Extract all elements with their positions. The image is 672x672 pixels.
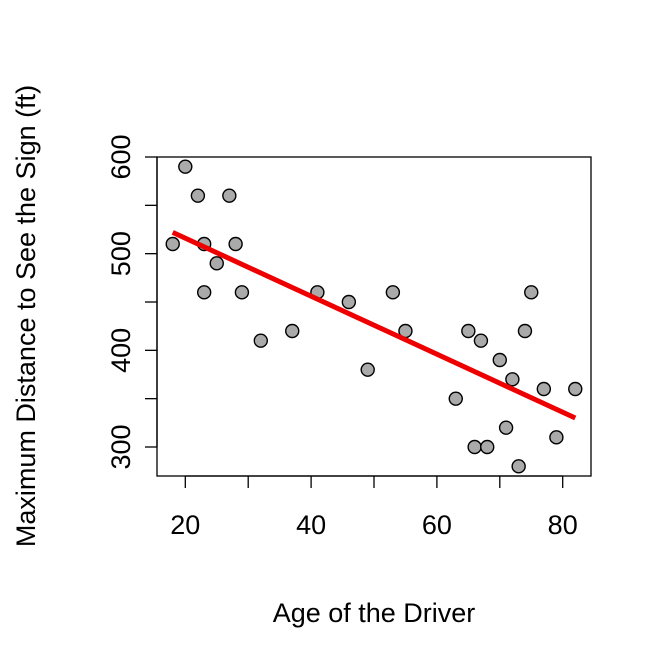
data-point [285, 323, 300, 339]
data-point [448, 391, 463, 406]
data-point [517, 323, 533, 339]
data-point [492, 352, 507, 368]
data-point [360, 362, 375, 377]
data-point [341, 294, 357, 310]
x-tick-label: 40 [296, 510, 326, 540]
x-tick-label: 60 [422, 510, 452, 540]
data-point [222, 188, 237, 203]
data-point [467, 439, 482, 455]
data-point [165, 236, 180, 252]
y-tick-label: 600 [106, 134, 136, 179]
data-point [511, 459, 526, 474]
data-point [178, 159, 193, 174]
data-point [196, 285, 212, 300]
x-axis-label: Age of the Driver [273, 598, 476, 628]
data-point [253, 333, 268, 348]
regression-line [171, 230, 577, 421]
data-point [536, 381, 552, 397]
x-tick-label: 20 [170, 510, 200, 540]
data-point [524, 285, 539, 300]
y-tick-label: 300 [106, 424, 136, 469]
y-tick-label: 500 [106, 231, 136, 276]
data-point [228, 236, 243, 252]
data-point [234, 285, 250, 300]
data-point [568, 381, 583, 397]
data-point [505, 372, 520, 387]
data-point [385, 285, 401, 300]
data-point [209, 256, 224, 271]
data-point [549, 430, 564, 445]
plot-frame [156, 156, 592, 477]
data-point [498, 420, 514, 435]
data-point [473, 333, 489, 348]
data-point [190, 188, 206, 203]
x-tick-label: 80 [548, 510, 578, 540]
y-tick-label: 400 [106, 328, 136, 373]
data-point [461, 323, 476, 339]
data-point [480, 439, 495, 455]
y-axis-label: Maximum Distance to See the Sign (ft) [11, 85, 41, 547]
